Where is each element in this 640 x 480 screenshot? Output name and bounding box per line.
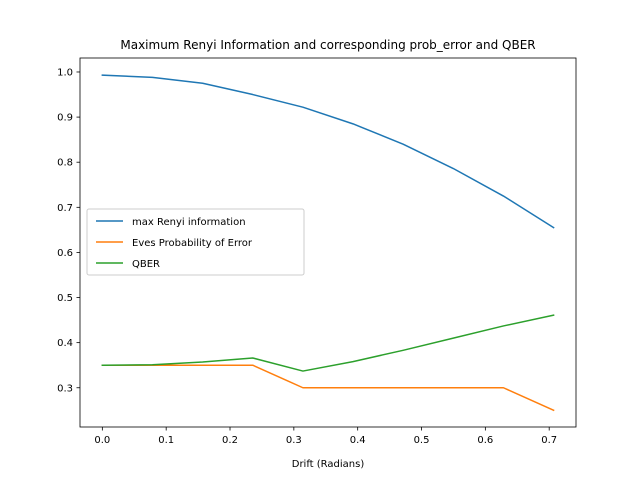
- series-0-point-6: [402, 143, 404, 145]
- series-1-point-2: [202, 364, 204, 366]
- axes-frame: [79, 57, 577, 428]
- series-0-point-9: [553, 227, 555, 229]
- series-line-2: [101, 314, 555, 372]
- chart-title: Maximum Renyi Information and correspond…: [120, 38, 535, 52]
- legend: max Renyi information Eves Probability of…: [86, 208, 305, 276]
- series-2-point-4: [302, 370, 304, 372]
- y-tick-label: 1.0: [57, 67, 73, 78]
- legend-label-0: max Renyi information: [132, 217, 246, 228]
- series-0-point-1: [152, 77, 154, 79]
- series-line-1: [101, 364, 555, 412]
- series-2-point-1: [152, 364, 154, 366]
- series-1-point-5: [352, 387, 354, 389]
- y-tick-label: 0.8: [57, 158, 73, 169]
- series-0-point-4: [302, 106, 304, 108]
- series-2-point-5: [352, 361, 354, 363]
- y-tick-label: 0.4: [57, 338, 73, 349]
- plot-area: 0.0 0.1 0.2 0.3 0.4 0.5 0.6 0.7 0.3 0.4 0.5 0.6 0.7 0…: [57, 57, 577, 446]
- legend-label-2: QBER: [132, 259, 160, 270]
- x-tick-label: 0.4: [350, 435, 366, 446]
- x-tick-label: 0.2: [222, 435, 238, 446]
- x-tick-label: 0.7: [541, 435, 557, 446]
- x-tick-label: 0.0: [94, 435, 110, 446]
- x-tick-label: 0.5: [414, 435, 430, 446]
- series-0-point-5: [352, 123, 354, 125]
- series-0-point-0: [102, 74, 104, 76]
- y-tick-label: 0.7: [57, 203, 73, 214]
- series-2-point-7: [453, 337, 455, 339]
- series-2-point-0: [102, 364, 104, 366]
- series-1-point-6: [402, 387, 404, 389]
- series-1-point-9: [553, 410, 555, 412]
- series-0-point-2: [202, 82, 204, 84]
- series-2-point-6: [402, 350, 404, 352]
- x-tick-label: 0.6: [477, 435, 493, 446]
- x-axis-label: Drift (Radians): [292, 459, 365, 470]
- x-tick-label: 0.1: [158, 435, 174, 446]
- series-0-point-7: [453, 168, 455, 170]
- series-2-point-8: [503, 325, 505, 327]
- series-2-point-9: [553, 314, 555, 316]
- series-0-point-8: [503, 195, 505, 197]
- y-tick-label: 0.5: [57, 293, 73, 304]
- series-1-point-4: [302, 387, 304, 389]
- y-tick-label: 0.3: [57, 383, 73, 394]
- series-2-point-2: [202, 361, 204, 363]
- legend-box: [86, 208, 305, 276]
- series-0-point-3: [252, 94, 254, 96]
- legend-label-1: Eves Probability of Error: [132, 238, 253, 249]
- y-tick-label: 0.9: [57, 113, 73, 124]
- x-tick-label: 0.3: [286, 435, 302, 446]
- series-1-point-3: [252, 364, 254, 366]
- series-1-point-8: [503, 387, 505, 389]
- series-line-0: [101, 74, 555, 229]
- series-2-point-3: [252, 357, 254, 359]
- series-1-point-7: [453, 387, 455, 389]
- y-tick-label: 0.6: [57, 248, 73, 259]
